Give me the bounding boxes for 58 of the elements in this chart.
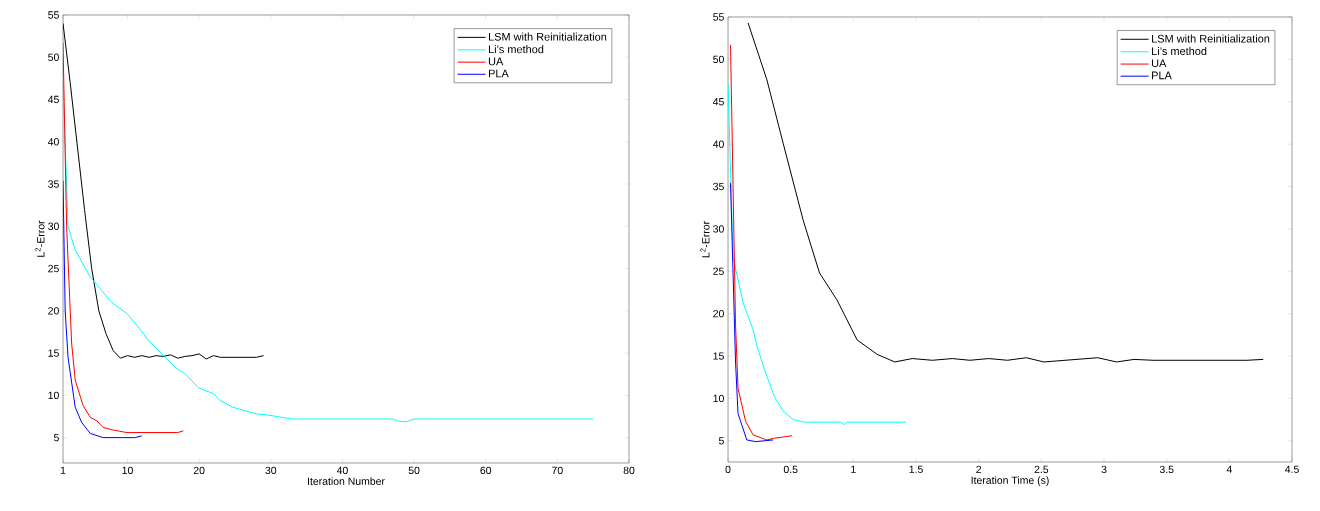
y-tick-label: 40 — [47, 138, 59, 146]
y-tick-label: 30 — [713, 225, 724, 233]
y-tick-label: 55 — [713, 13, 724, 21]
legend-label: Li’s method — [1152, 47, 1207, 56]
y-tick-label: 45 — [712, 98, 724, 106]
x-tick-label: 0 — [725, 465, 731, 474]
x-tick-label: 3.5 — [1159, 465, 1174, 474]
x-tick-label: 50 — [408, 466, 420, 475]
x-tick-label: 4 — [1226, 465, 1232, 473]
legend-label: PLA — [488, 69, 509, 78]
x-tick-label: 10 — [122, 466, 133, 475]
x-axis-title: Iteration Number — [308, 477, 385, 485]
y-tick-label: 50 — [713, 55, 724, 64]
y-tick-label: 50 — [48, 53, 59, 61]
line-series — [63, 42, 184, 434]
y-tick-label: 45 — [47, 95, 59, 104]
y-tick-label: 20 — [713, 309, 724, 318]
x-tick-label: 1 — [851, 465, 856, 473]
x-tick-label: 20 — [193, 466, 205, 475]
y-tick-label: 25 — [713, 267, 724, 275]
y-axis-title: L$^{2}$-Error — [700, 221, 710, 258]
y-tick-label: 10 — [48, 391, 59, 400]
y-tick-label: 5 — [718, 437, 724, 445]
y-tick-label: 5 — [53, 433, 59, 442]
y-tick-label: 35 — [713, 182, 724, 191]
line-series — [730, 182, 774, 443]
y-tick-label: 30 — [48, 222, 59, 231]
x-tick-label: 1.5 — [909, 465, 923, 473]
line-series — [728, 82, 907, 426]
x-tick-label: 60 — [480, 466, 492, 475]
x-tick-label: 4.5 — [1284, 465, 1299, 473]
legend-label: Li’s method — [488, 45, 544, 54]
legend-label: PLA — [1152, 71, 1172, 80]
y-tick-label: 10 — [713, 394, 724, 403]
y-tick-label: 15 — [48, 349, 59, 357]
legend-label: UA — [1151, 59, 1167, 68]
legend-label: LSM with Reinitialization — [488, 32, 607, 41]
y-tick-label: 35 — [48, 180, 59, 188]
legend-label: LSM with Reinitialization — [1152, 34, 1270, 43]
y-tick-label: 55 — [48, 11, 59, 19]
legend-label: UA — [488, 57, 504, 66]
line-series — [63, 180, 143, 439]
y-tick-label: 20 — [48, 307, 59, 315]
x-tick-label: 30 — [265, 466, 277, 475]
x-tick-label: 2.5 — [1034, 465, 1049, 474]
x-tick-label: 70 — [552, 466, 563, 475]
y-tick-label: 15 — [713, 352, 724, 360]
x-axis-title: Iteration Time (s) — [971, 476, 1049, 486]
x-tick-label: 2 — [976, 465, 982, 473]
y-tick-label: 25 — [48, 264, 59, 273]
line-series — [730, 44, 793, 441]
x-tick-label: 3 — [1101, 465, 1107, 474]
x-tick-label: 80 — [623, 466, 635, 475]
x-tick-label: 40 — [336, 466, 348, 475]
y-axis-title: L$^{2}$-Error — [35, 220, 45, 257]
y-tick-label: 40 — [712, 140, 724, 148]
x-tick-label: 1 — [60, 466, 66, 474]
x-tick-label: 0.5 — [783, 465, 798, 474]
